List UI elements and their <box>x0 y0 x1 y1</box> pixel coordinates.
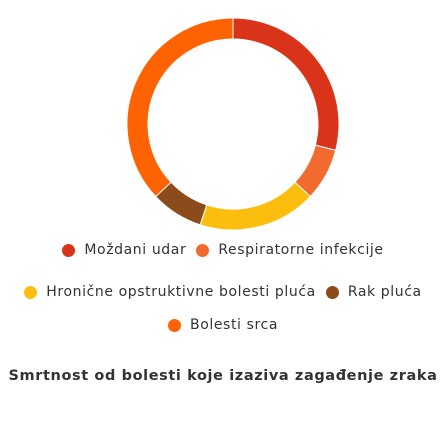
chart-caption: Smrtnost od bolesti koje izaziva zagađen… <box>8 368 438 384</box>
legend-dot-heart-disease <box>167 318 181 332</box>
legend-item-copd[interactable]: Hronične opstruktivne bolesti pluća <box>24 284 316 300</box>
legend-dot-copd <box>24 285 38 299</box>
legend-dot-stroke <box>62 243 76 257</box>
legend-row-3: Bolesti srca <box>0 317 446 333</box>
legend-dot-lung-cancer <box>325 285 339 299</box>
legend-label-copd: Hronične opstruktivne bolesti pluća <box>46 284 316 300</box>
legend-item-heart-disease[interactable]: Bolesti srca <box>167 317 278 333</box>
donut-slice-copd[interactable] <box>199 181 311 231</box>
legend-row-1: Moždani udar Respiratorne infekcije <box>0 242 446 258</box>
legend-item-lung-cancer[interactable]: Rak pluća <box>325 284 422 300</box>
legend-label-heart-disease: Bolesti srca <box>189 317 278 333</box>
legend-label-stroke: Moždani udar <box>84 242 187 258</box>
legend-label-respiratory-infections: Respiratorne infekcije <box>218 242 384 258</box>
legend-item-respiratory-infections[interactable]: Respiratorne infekcije <box>196 242 383 258</box>
donut-slice-stroke[interactable] <box>232 17 340 151</box>
legend-label-lung-cancer: Rak pluća <box>347 284 422 300</box>
donut-chart <box>126 17 340 231</box>
legend-item-stroke[interactable]: Moždani udar <box>62 242 186 258</box>
legend-dot-respiratory-infections <box>196 243 210 257</box>
donut-slice-heart-disease[interactable] <box>126 17 234 198</box>
legend-row-2: Hronične opstruktivne bolesti pluća Rak … <box>0 284 446 300</box>
